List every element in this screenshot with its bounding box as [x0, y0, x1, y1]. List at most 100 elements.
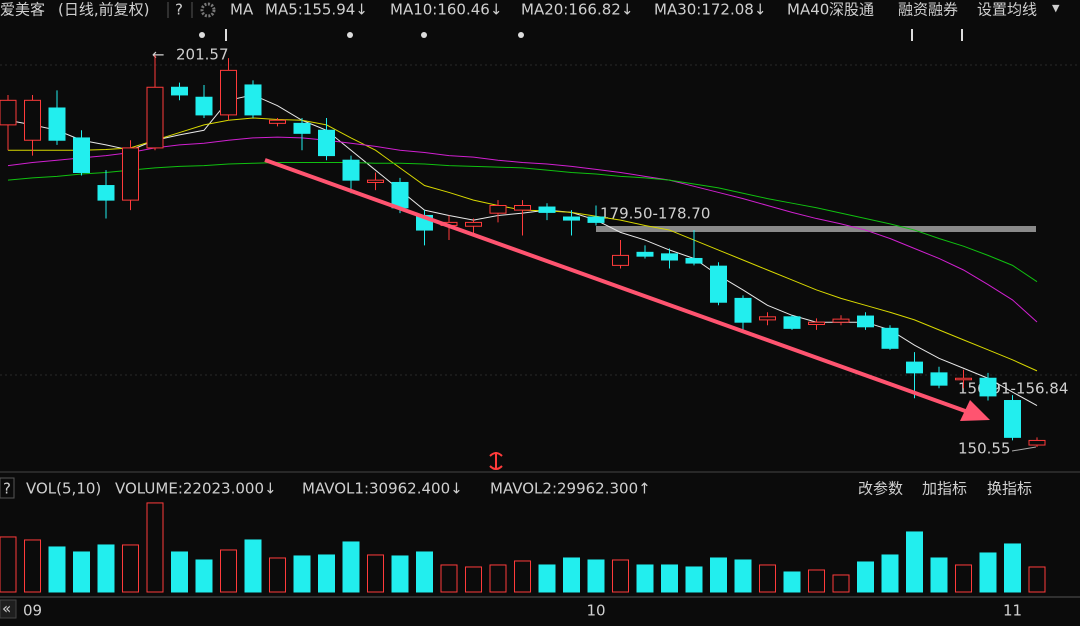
candle-body [514, 204, 531, 211]
event-markers [199, 29, 963, 41]
volume-bar [710, 557, 727, 593]
dropdown-icon[interactable]: ▾ [1052, 0, 1060, 17]
settings-icon[interactable] [200, 2, 216, 18]
trend-arrow-head [960, 400, 990, 421]
vol-label: VOLUME:22023.000↓ [115, 480, 277, 498]
candle-body [636, 251, 654, 257]
candle-body [979, 377, 997, 397]
volume-bar [73, 551, 90, 593]
candle-body [710, 265, 727, 303]
candle-body [832, 318, 850, 323]
volume-bar [1028, 566, 1046, 593]
header-link[interactable]: 深股通 [829, 1, 874, 19]
volume-bar [195, 559, 213, 593]
scroll-icon[interactable]: « [2, 600, 11, 618]
volume-bar [146, 502, 164, 593]
volume-bar [293, 555, 311, 593]
candle-body [391, 181, 409, 209]
volume-bar [367, 554, 384, 593]
candle-body [538, 206, 556, 213]
low-label: 150.55 [958, 440, 1011, 458]
volume-bar [661, 564, 678, 593]
volume-bar [759, 564, 776, 593]
volume-bar [538, 564, 556, 593]
indicator: VOL(5,10) [26, 480, 101, 498]
help[interactable]: ? [175, 1, 183, 19]
ma-line [7, 136, 1038, 323]
candle-body [244, 84, 262, 116]
volume-bar [220, 549, 237, 593]
ma-label: MA30:172.08↓ [654, 1, 766, 19]
volume-bar [269, 557, 286, 593]
volume-bar [955, 564, 972, 593]
candle-body [563, 216, 580, 221]
scroll-button[interactable] [0, 599, 17, 619]
volume-bar [636, 564, 654, 593]
ma-label: MA5:155.94↓ [265, 1, 368, 19]
candle-body [489, 204, 507, 214]
candle-body [269, 119, 286, 124]
candle-body [685, 257, 703, 264]
candle-body [955, 377, 972, 381]
volume-bar [587, 559, 605, 593]
volume-bar [563, 557, 580, 593]
volume-bar [48, 546, 66, 593]
marker [421, 32, 427, 38]
band-label: 156.91-156.84 [958, 380, 1068, 398]
button[interactable]: 改参数 [858, 480, 903, 498]
ma-label: MA40 [787, 1, 829, 19]
marker [518, 32, 524, 38]
volume-bar [244, 539, 262, 593]
vol-label: MAVOL2:29962.300↑ [490, 480, 651, 498]
candle-body [171, 86, 188, 96]
marker [199, 32, 205, 38]
candle-body [24, 99, 41, 141]
candle-body [906, 361, 923, 374]
candle-body [612, 254, 629, 266]
volume-bar [906, 531, 923, 593]
candle-body [1028, 439, 1046, 446]
s-marker [489, 452, 503, 470]
volume-bar [857, 561, 874, 593]
help-box[interactable] [0, 477, 15, 499]
volume-bar [1004, 543, 1021, 593]
marker [911, 29, 913, 41]
volume-bar [416, 551, 433, 593]
band-label: 179.50-178.70 [600, 205, 710, 223]
volume-bar [171, 551, 188, 593]
candle-body [465, 221, 482, 227]
volume-bar [514, 560, 531, 593]
volume-bar [391, 555, 409, 593]
candle-body [73, 137, 90, 173]
candle-body [0, 99, 17, 126]
volume-bar [808, 569, 825, 593]
ma-label: MA10:160.46↓ [390, 1, 502, 19]
button[interactable]: 换指标 [987, 480, 1032, 498]
high-label: 201.57 [176, 46, 229, 64]
header-link[interactable]: 设置均线 [977, 1, 1037, 19]
volume-bar [734, 559, 752, 593]
volume-bar [465, 566, 482, 593]
volume-bar [489, 564, 507, 593]
annotation-arrow [1011, 446, 1037, 452]
candle-body [661, 253, 678, 261]
mode: (日线,前复权) [58, 1, 149, 19]
candle-body [195, 96, 213, 116]
candle-body [759, 316, 776, 321]
help[interactable]: ? [3, 480, 11, 498]
volume-bar [0, 536, 17, 593]
ma-label: MA20:166.82↓ [521, 1, 633, 19]
candle-body [881, 327, 899, 349]
candle-body [857, 315, 874, 328]
volume-bar [122, 544, 139, 593]
candle-body [734, 297, 752, 323]
candle-body [1004, 400, 1021, 438]
volume-bar [97, 544, 115, 593]
volume-bar [685, 566, 703, 593]
candle-body [930, 372, 948, 386]
button[interactable]: 加指标 [922, 480, 967, 498]
header-link[interactable]: 融资融券 [898, 1, 958, 19]
